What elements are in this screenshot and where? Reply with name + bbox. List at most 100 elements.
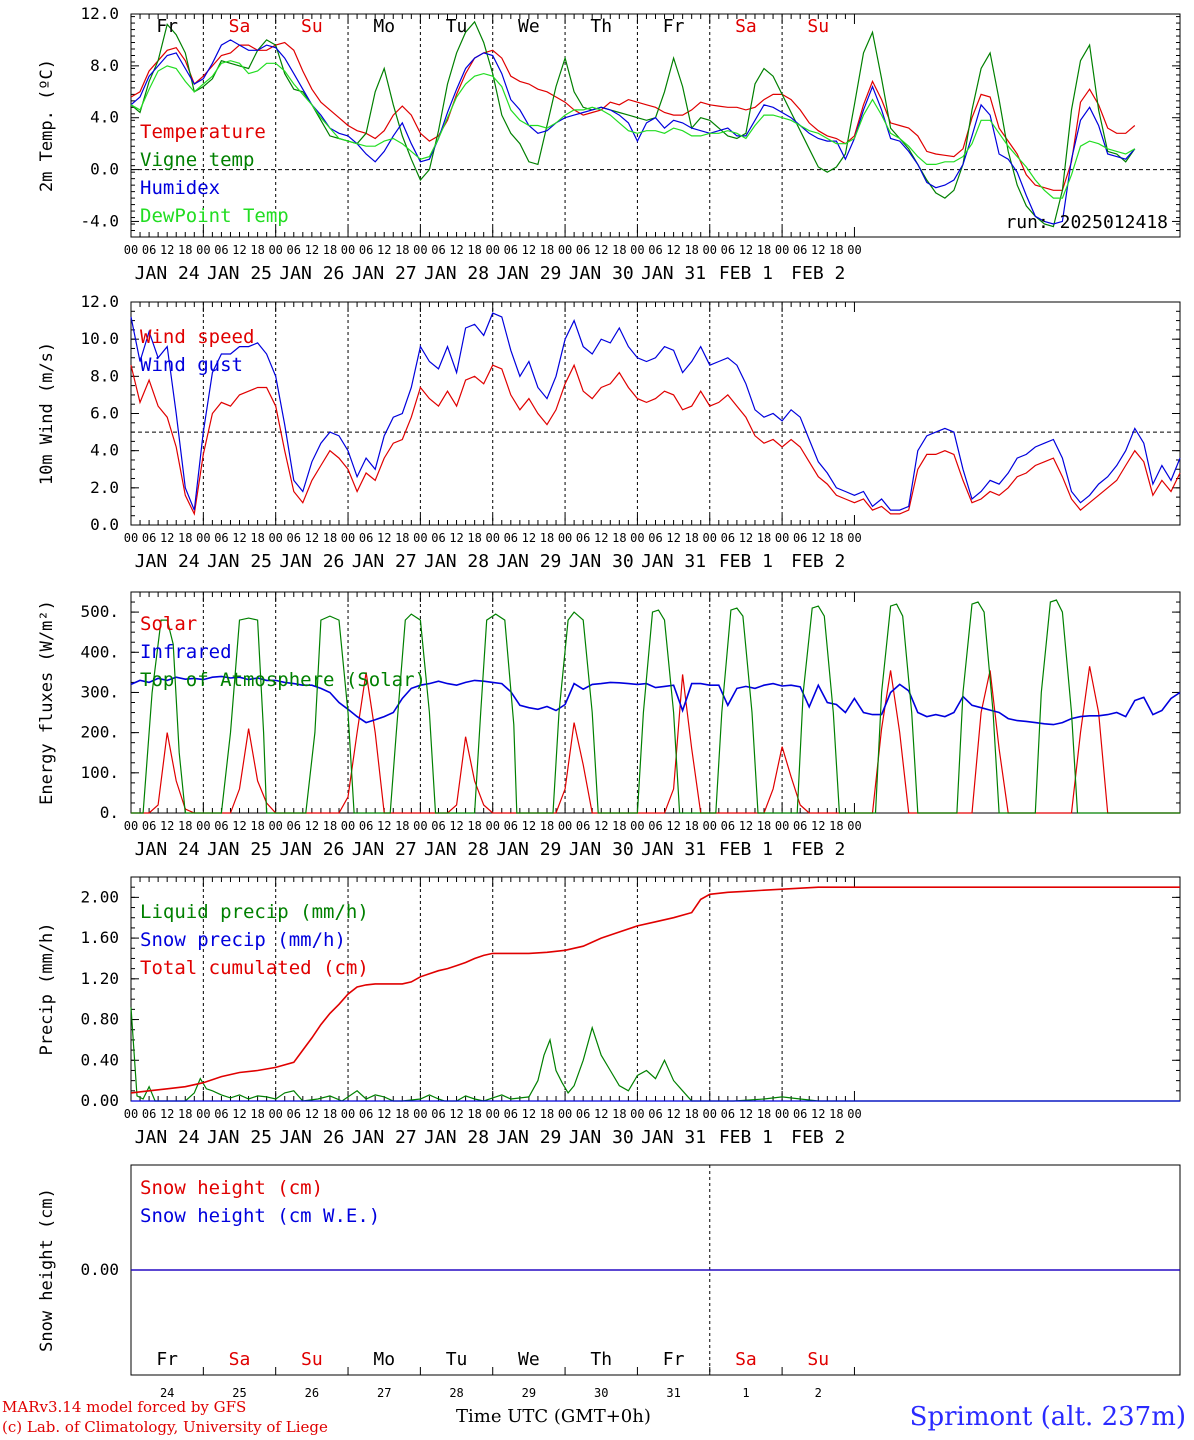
hour-label: 00 [630,1107,644,1121]
hour-label: 18 [829,1107,843,1121]
hour-label: 12 [811,819,825,833]
panel-2 [130,301,1181,526]
hour-label: 00 [558,819,572,833]
date-label: JAN 24 [135,1127,200,1148]
hour-label: 12 [305,531,319,545]
day-number: 30 [594,1386,608,1400]
day-number: 1 [742,1386,749,1400]
y-tick-label: 4.0 [90,441,119,460]
date-label: JAN 30 [569,263,634,284]
hour-label: 00 [485,819,499,833]
hour-label: 00 [703,819,717,833]
legend-entry: Temperature [140,121,266,143]
hour-label: 06 [287,243,301,257]
legend-entry: Top of Atmosphere (Solar) [140,669,426,691]
day-number: 29 [522,1386,536,1400]
hour-label: 06 [214,1107,228,1121]
hour-label: 06 [721,1107,735,1121]
legend-entry: Wind speed [140,326,254,348]
day-name: We [518,1349,540,1370]
date-label: FEB 1 [719,263,773,284]
y-tick-label: 12.0 [80,4,119,23]
hour-label: 12 [594,1107,608,1121]
hour-label: 18 [684,243,698,257]
y-tick-label: 0.0 [90,160,119,179]
hour-label: 12 [160,1107,174,1121]
hour-label: 00 [775,819,789,833]
hour-label: 18 [323,243,337,257]
day-name: Su [301,1349,323,1370]
hour-label: 06 [287,1107,301,1121]
hour-label: 00 [630,531,644,545]
day-number: 2 [815,1386,822,1400]
legend-entry: Wind gust [140,354,243,376]
hour-label: 06 [214,531,228,545]
date-label: JAN 28 [424,263,489,284]
hour-label: 00 [703,243,717,257]
lab-credit: (c) Lab. of Climatology, University of L… [2,1418,328,1436]
date-label: JAN 27 [352,551,417,572]
hour-label: 12 [305,1107,319,1121]
day-number: 28 [449,1386,463,1400]
hour-label: 18 [684,1107,698,1121]
legend-entry: Infrared [140,641,232,663]
hour-label: 12 [739,1107,753,1121]
date-label: FEB 2 [791,263,845,284]
hour-label: 06 [576,819,590,833]
hour-label: 12 [666,819,680,833]
series-line-total-cumulated-cm- [130,886,1180,1094]
date-label: JAN 28 [424,1127,489,1148]
model-credit: MARv3.14 model forced by GFS [2,1398,247,1416]
hour-label: 18 [612,1107,626,1121]
hour-label: 06 [431,819,445,833]
hour-label: 06 [142,243,156,257]
hour-label: 00 [341,819,355,833]
hour-label: 06 [504,819,518,833]
hour-label: 06 [576,531,590,545]
day-name: Sa [229,1349,251,1370]
legend-entry: Snow precip (mm/h) [140,929,346,951]
y-tick-label: 0.80 [80,1010,119,1029]
hour-label: 12 [449,819,463,833]
plot-frame [130,301,1181,526]
hour-label: 00 [413,243,427,257]
hour-label: 12 [666,531,680,545]
date-label: JAN 27 [352,263,417,284]
hour-label: 12 [377,531,391,545]
hour-label: 00 [268,1107,282,1121]
hour-label: 18 [178,243,192,257]
y-tick-label: 0.00 [80,1091,119,1110]
day-name: Fr [156,1349,178,1370]
date-label: FEB 2 [791,551,845,572]
hour-label: 18 [757,531,771,545]
hour-label: 18 [829,531,843,545]
hour-label: 18 [395,819,409,833]
plot-frame [130,13,1181,238]
hour-label: 12 [449,531,463,545]
day-name: Sa [735,16,757,37]
hour-label: 12 [377,819,391,833]
hour-label: 00 [847,1107,861,1121]
date-label: JAN 25 [207,1127,272,1148]
hour-label: 00 [268,531,282,545]
hour-label: 06 [648,243,662,257]
hour-label: 00 [485,1107,499,1121]
y-axis-label: 10m Wind (m/s) [37,342,57,485]
hour-label: 18 [540,1107,554,1121]
legend-entry: Snow height (cm W.E.) [140,1205,380,1227]
day-name: Sa [229,16,251,37]
hour-label: 00 [124,531,138,545]
hour-label: 12 [160,819,174,833]
legend-entry: DewPoint Temp [140,205,289,227]
date-label: JAN 24 [135,263,200,284]
hour-label: 00 [847,243,861,257]
y-tick-label: -4.0 [80,211,119,230]
hour-label: 06 [142,1107,156,1121]
hour-label: 06 [431,531,445,545]
date-label: JAN 30 [569,839,634,860]
hour-label: 06 [576,243,590,257]
date-label: JAN 29 [496,839,561,860]
hour-label: 18 [757,243,771,257]
hour-label: 12 [594,531,608,545]
